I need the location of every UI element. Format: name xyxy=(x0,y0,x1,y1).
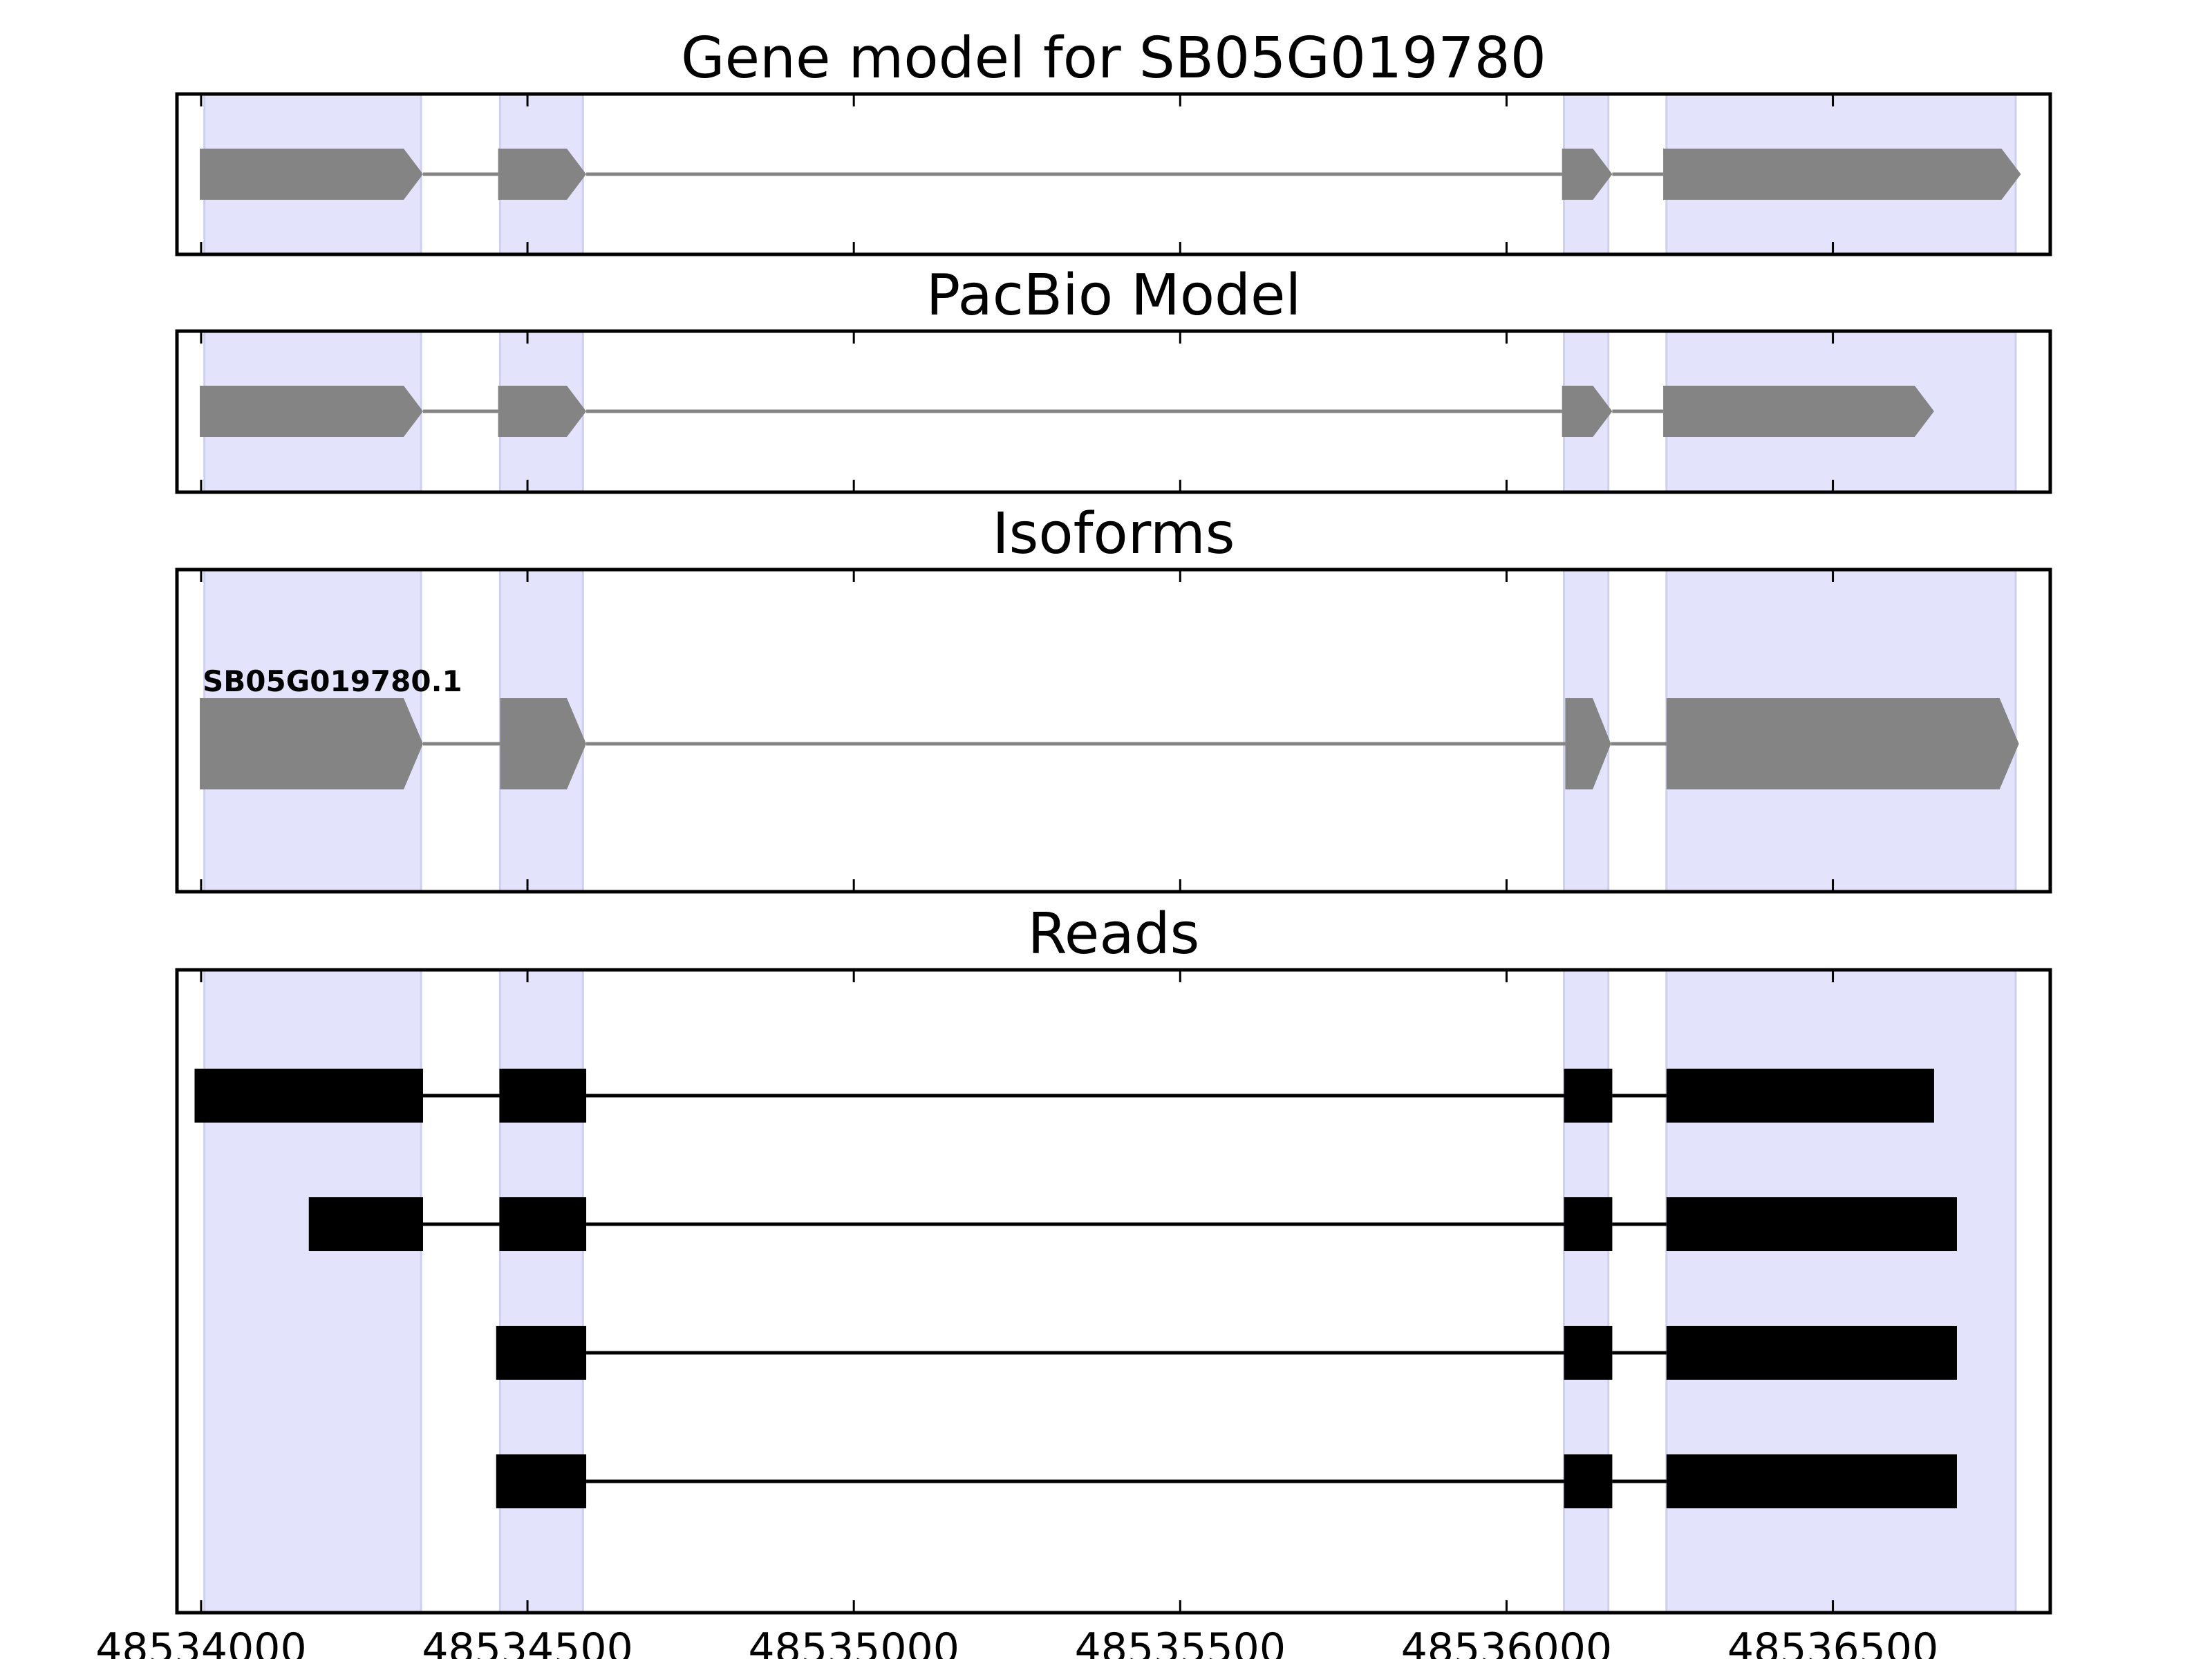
exon-arrow xyxy=(500,698,587,789)
x-tick-label: 48534500 xyxy=(422,1624,632,1659)
x-tick-label: 48535500 xyxy=(1075,1624,1286,1659)
exon-arrow xyxy=(200,386,423,437)
exon-arrow xyxy=(200,149,423,200)
panel-frame xyxy=(175,568,2052,894)
exon-arrow xyxy=(1663,149,2021,200)
x-tick-label: 48536000 xyxy=(1401,1624,1612,1659)
panel-frame xyxy=(175,92,2052,256)
exon-region-highlight xyxy=(1563,968,1610,1614)
exon-arrow xyxy=(1663,386,1934,437)
read-exon-block xyxy=(1666,1454,1957,1508)
read-exon-block xyxy=(496,1326,587,1380)
exon-arrow xyxy=(1562,149,1613,200)
exon-arrow xyxy=(498,386,587,437)
panel-title: Gene model for SB05G019780 xyxy=(681,26,1546,91)
read-exon-block xyxy=(1564,1197,1613,1251)
exon-region-highlight xyxy=(1665,968,2017,1614)
read-exon-block xyxy=(194,1069,423,1123)
read-exon-block xyxy=(1564,1454,1613,1508)
exon-region-highlight xyxy=(203,968,422,1614)
exon-arrow xyxy=(1565,698,1611,789)
panel-title: Reads xyxy=(1028,901,1200,967)
read-exon-block xyxy=(499,1069,587,1123)
exon-arrow xyxy=(200,698,423,789)
read-exon-block xyxy=(1564,1326,1613,1380)
exon-arrow xyxy=(1562,386,1613,437)
x-tick-label: 48535000 xyxy=(748,1624,959,1659)
read-exon-block xyxy=(499,1197,587,1251)
read-exon-block xyxy=(496,1454,587,1508)
exon-arrow xyxy=(1666,698,2019,789)
panel-title: Isoforms xyxy=(993,501,1235,567)
exon-region-highlight xyxy=(498,968,584,1614)
read-exon-block xyxy=(1666,1197,1957,1251)
x-tick-label: 48536500 xyxy=(1727,1624,1938,1659)
exon-arrow xyxy=(498,149,587,200)
panel-title: PacBio Model xyxy=(926,263,1302,328)
read-exon-block xyxy=(1666,1326,1957,1380)
isoform-label: SB05G019780.1 xyxy=(203,664,462,698)
read-exon-block xyxy=(1666,1069,1934,1123)
read-exon-block xyxy=(308,1197,423,1251)
read-exon-block xyxy=(1564,1069,1613,1123)
x-tick-label: 48534000 xyxy=(95,1624,306,1659)
panel-frame xyxy=(175,968,2052,1615)
panel-frame xyxy=(175,329,2052,494)
